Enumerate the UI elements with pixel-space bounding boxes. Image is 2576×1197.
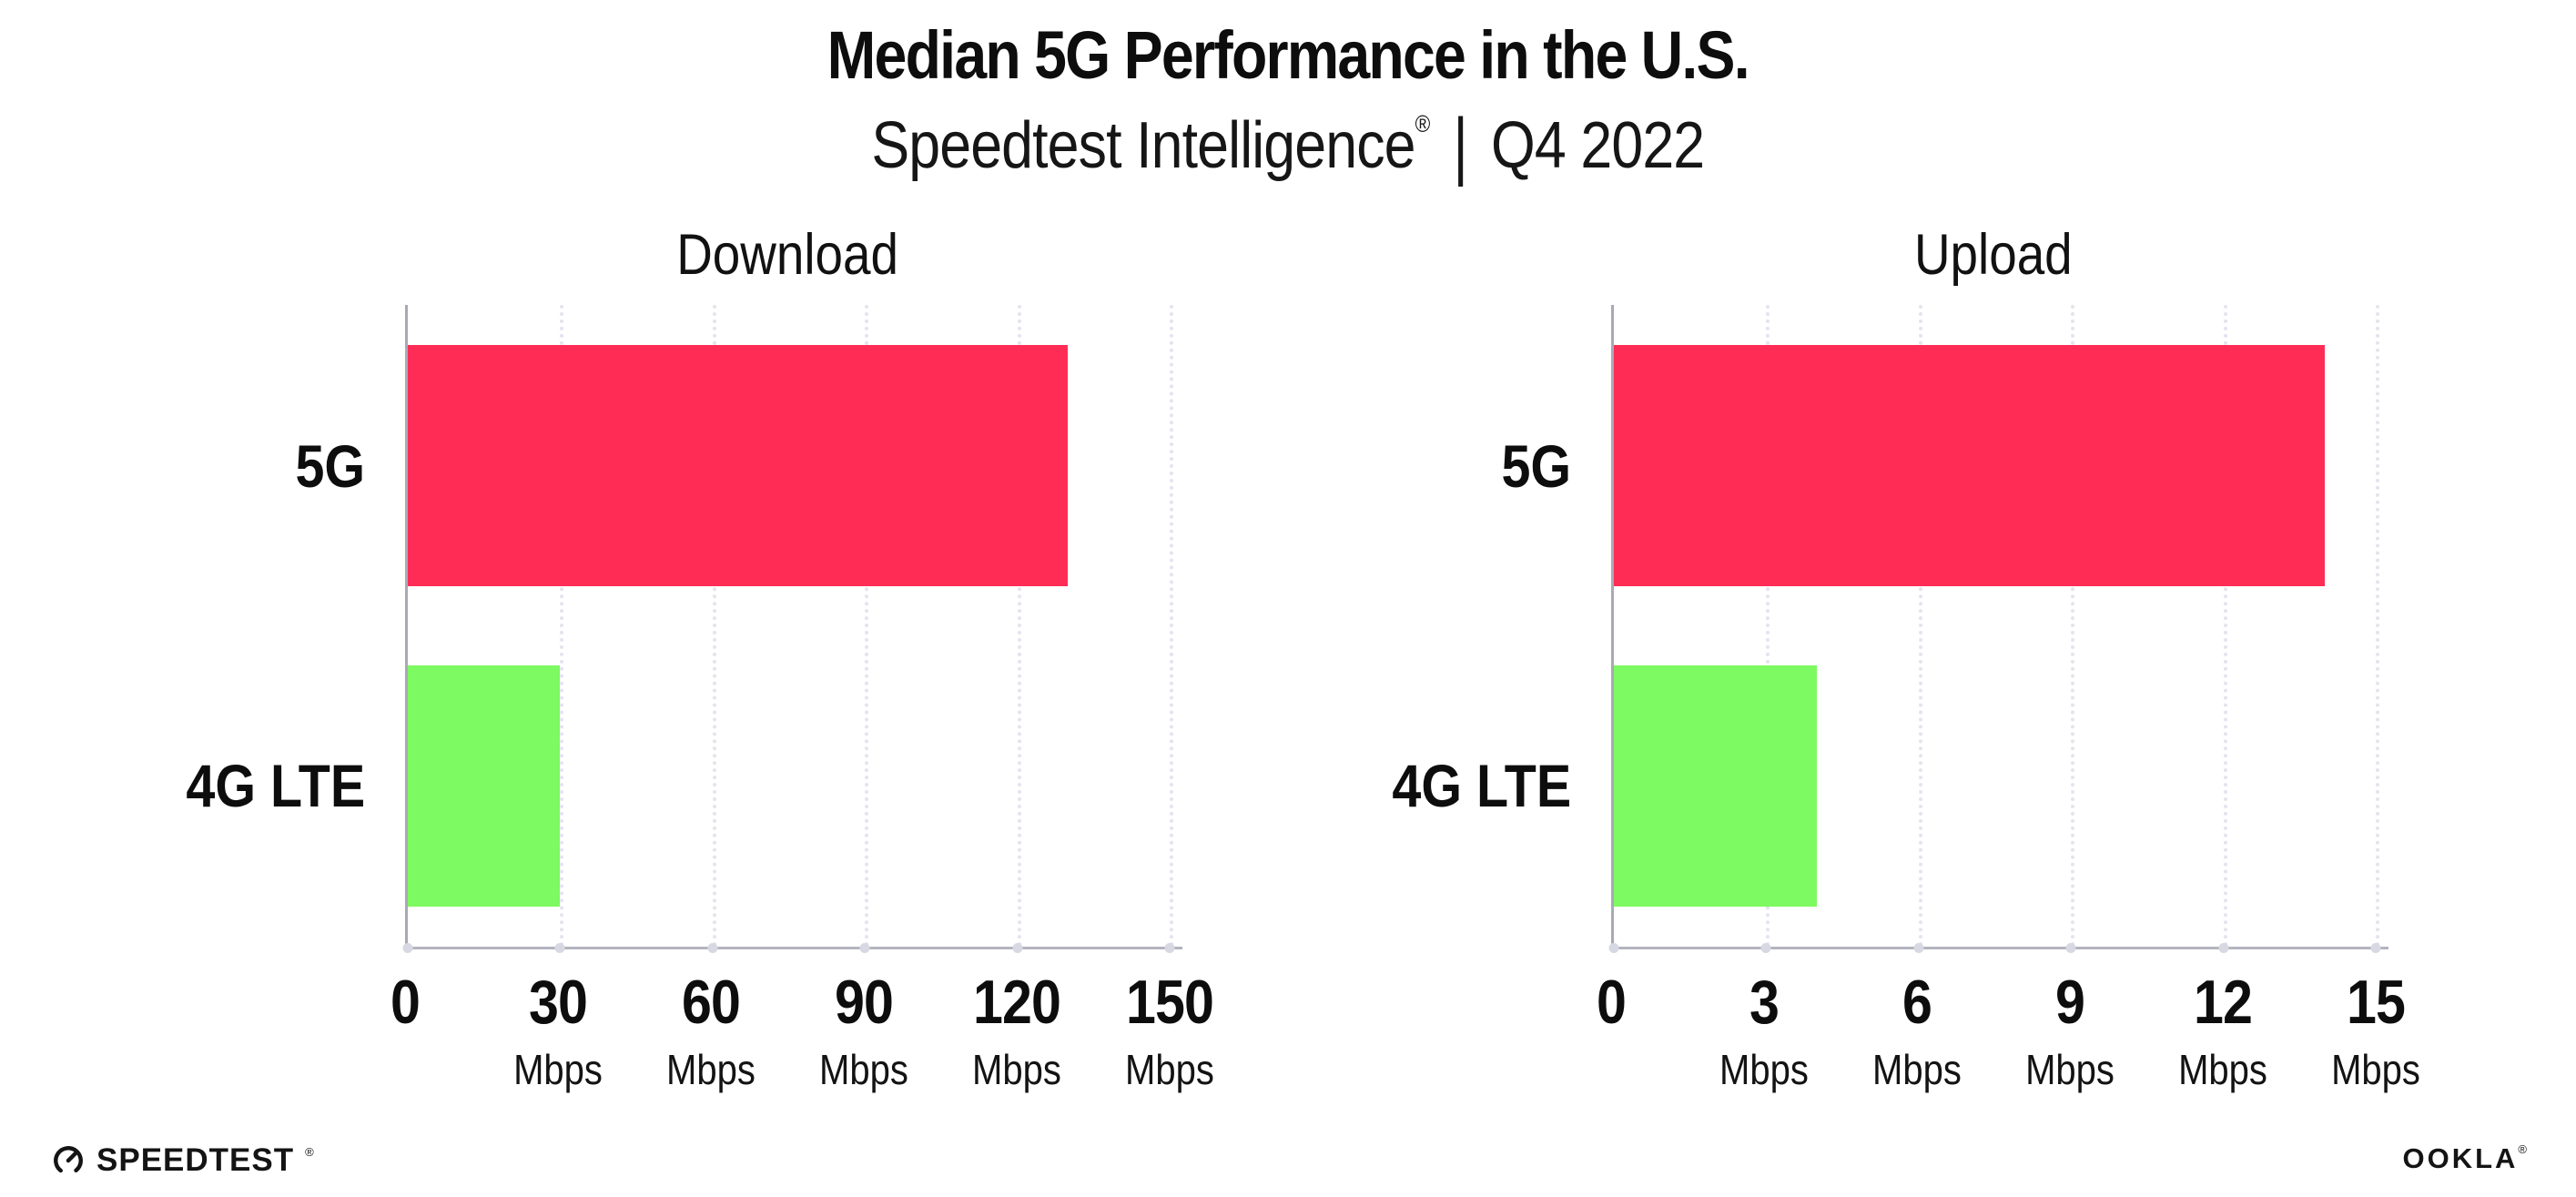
x-tick-unit: Mbps [2025,1046,2115,1093]
x-tick: 150 Mbps [1060,967,1279,1094]
download-chart-title: Download [676,223,898,287]
x-tick-unit: Mbps [513,1046,603,1093]
x-tick: 9 Mbps [1961,967,2179,1094]
gridline [560,305,564,947]
axis-tick-dot [2065,943,2076,953]
registered-mark-icon: ® [2518,1141,2527,1156]
x-tick: 15 Mbps [2267,967,2485,1094]
gridline [1170,305,1173,947]
category-label-4g-lte: 4G LTE [1392,752,1571,820]
x-tick-unit: Mbps [819,1046,908,1093]
x-axis-baseline [1611,947,2388,949]
axis-tick-dot [707,943,718,953]
upload-x-axis: 0 3 Mbps 6 Mbps 9 Mbps 12 Mbps 15 Mbps [1597,967,2420,1149]
download-x-axis: 0 30 Mbps 60 Mbps 90 Mbps 120 Mbps 150 Mbps [390,967,1214,1149]
page-title-text: Median 5G Performance in the U.S. [827,17,1750,93]
subtitle-group: Speedtest Intelligence® | Q4 2022 [871,104,1706,188]
gridline [2071,305,2075,947]
axis-tick-dot [402,943,413,953]
axis-tick-dot [554,943,565,953]
download-category-labels: 5G 4G LTE [120,305,385,947]
axis-tick-dot [1608,943,1619,953]
x-tick-unit: Mbps [666,1046,756,1093]
gridline [865,305,869,947]
axis-tick-dot [1913,943,1924,953]
upload-chart-title: Upload [1914,223,2073,287]
x-tick: 12 Mbps [2114,967,2332,1094]
x-axis-baseline [405,947,1182,949]
gridline [712,305,716,947]
x-tick: 3 Mbps [1655,967,1873,1094]
x-tick: 120 Mbps [908,967,1126,1094]
axis-tick-dot [1164,943,1175,953]
bar-4g-lte-upload [1614,665,1818,907]
x-tick-unit: Mbps [1872,1046,1962,1093]
page-title: Median 5G Performance in the U.S. [0,16,2576,94]
x-tick-unit: Mbps [1125,1046,1214,1093]
axis-tick-dot [1760,943,1771,953]
ookla-wordmark: OOKLA [2402,1142,2519,1174]
bar-5g-download [408,345,1069,586]
speedtest-gauge-icon [54,1146,83,1175]
axis-tick-dot [2370,943,2381,953]
subtitle-separator: | [1453,104,1468,188]
x-tick: 0 [1596,968,1627,1037]
axis-tick-dot [1012,943,1023,953]
x-tick-unit: Mbps [2178,1046,2267,1093]
category-label-5g: 5G [1501,431,1571,500]
gridline [1918,305,1922,947]
x-tick: 30 Mbps [449,967,667,1094]
download-plot-area [402,305,1182,953]
registered-mark-icon: ® [1415,110,1431,137]
bar-5g-upload [1614,345,2326,586]
gridline [1017,305,1021,947]
gridline [1766,305,1770,947]
upload-chart: Upload 5G 4G LTE 0 3 Mbps 6 Mbps 9 Mbps 12 M… [1326,217,2420,1154]
upload-category-labels: 5G 4G LTE [1326,305,1591,947]
bar-4g-lte-download [408,665,561,907]
x-tick: 60 Mbps [602,967,820,1094]
header: Median 5G Performance in the U.S. Speedt… [0,0,2576,188]
upload-plot-area [1608,305,2388,953]
category-label-4g-lte: 4G LTE [186,752,365,820]
gridline [2376,305,2379,947]
category-label-5g: 5G [295,431,365,500]
subtitle-period: Q4 2022 [1491,109,1705,182]
download-chart: Download 5G 4G LTE 0 30 Mbps 60 Mbps 90 Mbp… [120,217,1214,1154]
axis-tick-dot [859,943,870,953]
axis-tick-dot [2218,943,2229,953]
x-tick-unit: Mbps [972,1046,1061,1093]
x-tick-unit: Mbps [1719,1046,1809,1093]
speedtest-wordmark: SPEEDTEST [96,1142,295,1178]
speedtest-logo: SPEEDTEST ® [51,1142,314,1179]
gridline [2223,305,2227,947]
page-subtitle: Speedtest Intelligence® | Q4 2022 [0,104,2576,188]
ookla-logo: OOKLA® [2402,1142,2527,1175]
x-tick: 90 Mbps [755,967,973,1094]
x-tick: 0 [390,968,421,1037]
x-tick: 6 Mbps [1808,967,2026,1094]
x-tick-unit: Mbps [2331,1046,2420,1093]
subtitle-brand: Speedtest Intelligence [871,109,1416,182]
registered-mark-icon: ® [305,1144,314,1159]
